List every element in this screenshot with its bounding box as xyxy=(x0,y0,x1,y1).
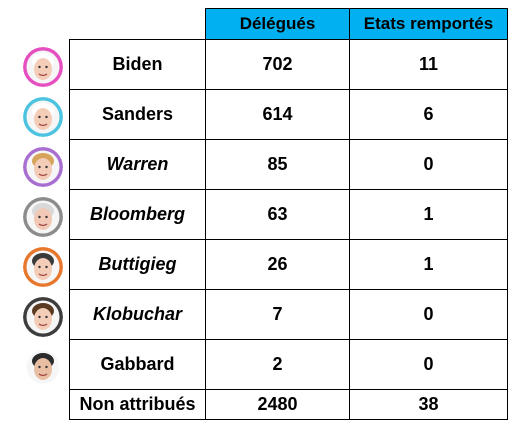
header-row: Délégués Etats remportés xyxy=(69,8,508,40)
avatar-sanders-icon xyxy=(23,97,63,137)
delegates-value: 85 xyxy=(205,139,350,190)
footer-delegates: 2480 xyxy=(205,389,350,420)
avatar-gabbard-icon xyxy=(23,347,63,387)
states-value: 0 xyxy=(349,139,508,190)
avatar-warren-icon xyxy=(23,147,63,187)
states-value: 6 xyxy=(349,89,508,140)
candidate-name: Warren xyxy=(69,139,206,190)
candidate-name: Sanders xyxy=(69,89,206,140)
table-row: Bloomberg 63 1 xyxy=(69,189,508,240)
footer-states: 38 xyxy=(349,389,508,420)
avatar-klobuchar-icon xyxy=(23,297,63,337)
avatar-bloomberg-icon xyxy=(23,197,63,237)
delegates-value: 26 xyxy=(205,239,350,290)
delegates-value: 7 xyxy=(205,289,350,340)
header-delegates: Délégués xyxy=(205,8,350,40)
footer-row: Non attribués 2480 38 xyxy=(69,389,508,420)
footer-name: Non attribués xyxy=(69,389,206,420)
table-row: Warren 85 0 xyxy=(69,139,508,190)
states-value: 11 xyxy=(349,39,508,90)
table-row: Biden 702 11 xyxy=(69,39,508,90)
avatar-buttigieg-icon xyxy=(23,247,63,287)
states-value: 1 xyxy=(349,189,508,240)
candidate-name: Gabbard xyxy=(69,339,206,390)
table-row: Buttigieg 26 1 xyxy=(69,239,508,290)
header-states: Etats remportés xyxy=(349,8,508,40)
table-row: Gabbard 2 0 xyxy=(69,339,508,390)
delegates-value: 63 xyxy=(205,189,350,240)
states-value: 0 xyxy=(349,339,508,390)
delegates-value: 614 xyxy=(205,89,350,140)
avatar-biden-icon xyxy=(23,47,63,87)
candidate-name: Bloomberg xyxy=(69,189,206,240)
candidate-name: Klobuchar xyxy=(69,289,206,340)
results-table: Délégués Etats remportés Biden 702 11 Sande… xyxy=(69,8,508,420)
delegates-value: 2 xyxy=(205,339,350,390)
table-row: Sanders 614 6 xyxy=(69,89,508,140)
candidate-name: Biden xyxy=(69,39,206,90)
states-value: 1 xyxy=(349,239,508,290)
header-blank xyxy=(69,8,206,40)
states-value: 0 xyxy=(349,289,508,340)
delegates-value: 702 xyxy=(205,39,350,90)
candidate-name: Buttigieg xyxy=(69,239,206,290)
table-row: Klobuchar 7 0 xyxy=(69,289,508,340)
